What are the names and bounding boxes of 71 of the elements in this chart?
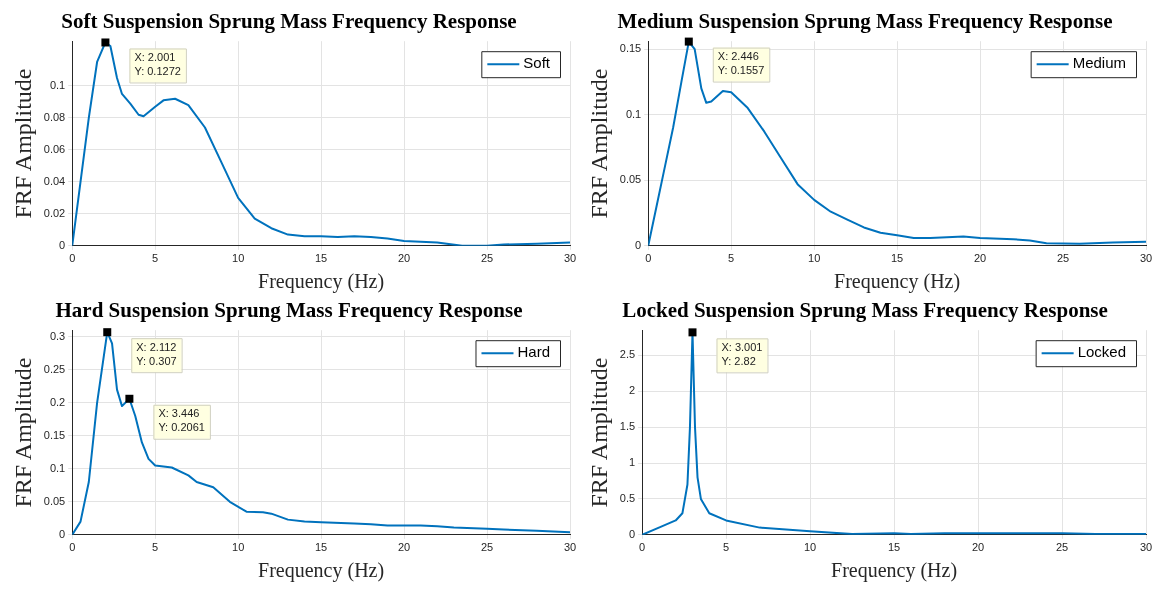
y-tick-label: 2.5 <box>619 348 636 361</box>
y-tick-label: 0.15 <box>43 428 66 441</box>
y-axis-title: FRF Amplitude <box>9 357 36 508</box>
x-tick-label: 25 <box>1055 541 1069 554</box>
y-tick-label: 2 <box>628 384 636 397</box>
y-tick-label: 0 <box>628 527 636 540</box>
x-tick-label: 15 <box>314 541 328 554</box>
y-axis-title: FRF Amplitude <box>585 357 612 508</box>
x-tick-label: 25 <box>1056 252 1070 265</box>
x-tick-label: 30 <box>563 252 577 265</box>
x-tick-label: 30 <box>1139 541 1153 554</box>
x-axis-title: Frequency (Hz) <box>258 559 385 583</box>
y-tick-label: 0.15 <box>619 42 642 55</box>
x-tick-label: 15 <box>314 252 328 265</box>
x-tick-label: 5 <box>152 252 159 265</box>
x-tick-label: 10 <box>803 541 817 554</box>
y-tick-label: 0.2 <box>49 395 66 408</box>
legend-label: Soft <box>523 54 551 72</box>
x-tick-label: 15 <box>887 541 901 554</box>
y-tick-label: 0.06 <box>43 142 66 155</box>
y-tick-label: 0.3 <box>49 329 66 342</box>
x-tick-label: 20 <box>971 541 985 554</box>
y-tick-label: 0.05 <box>619 173 642 186</box>
x-tick-label: 20 <box>397 252 411 265</box>
y-tick-label: 0 <box>59 238 66 251</box>
x-tick-label: 0 <box>69 252 76 265</box>
x-axis-title: Frequency (Hz) <box>831 559 958 583</box>
y-axis-title: FRF Amplitude <box>585 68 612 219</box>
y-tick-label: 0.5 <box>619 491 636 504</box>
annotation: X: 3.446 Y: 0.2061 <box>158 407 205 434</box>
x-tick-label: 5 <box>152 541 159 554</box>
y-tick-label: 0.1 <box>49 78 66 91</box>
annotation: X: 2.446 Y: 0.1557 <box>717 50 765 77</box>
legend-label: Locked <box>1077 343 1127 361</box>
x-tick-label: 0 <box>69 541 76 554</box>
legend-label: Medium <box>1072 54 1127 72</box>
chart-title: Locked Suspension Sprung Mass Frequency Response <box>622 298 1108 323</box>
y-tick-label: 1 <box>628 456 636 469</box>
x-tick-label: 10 <box>232 252 245 265</box>
y-tick-label: 0.1 <box>49 461 66 474</box>
y-axis-title: FRF Amplitude <box>9 68 36 219</box>
x-axis-title: Frequency (Hz) <box>258 270 385 294</box>
chart-title: Hard Suspension Sprung Mass Frequency Response <box>55 298 523 323</box>
legend-label: Hard <box>517 343 550 361</box>
x-tick-label: 25 <box>480 541 494 554</box>
y-tick-label: 0.1 <box>625 107 642 120</box>
x-tick-label: 5 <box>723 541 730 554</box>
x-axis-title: Frequency (Hz) <box>834 270 961 294</box>
y-tick-label: 0 <box>59 527 66 540</box>
chart-title: Soft Suspension Sprung Mass Frequency Response <box>61 9 517 34</box>
annotation: X: 2.001 Y: 0.1272 <box>134 51 181 78</box>
chart-title: Medium Suspension Sprung Mass Frequency Response <box>617 9 1113 34</box>
annotation: X: 2.112 Y: 0.307 <box>136 340 177 367</box>
y-tick-label: 0.08 <box>43 110 66 123</box>
x-tick-label: 0 <box>645 252 652 265</box>
y-tick-label: 0.25 <box>43 362 66 375</box>
annotation: X: 3.001 Y: 2.82 <box>721 340 763 367</box>
y-tick-label: 1.5 <box>619 420 636 433</box>
x-tick-label: 10 <box>808 252 821 265</box>
x-tick-label: 15 <box>890 252 904 265</box>
x-tick-label: 20 <box>973 252 987 265</box>
x-tick-label: 20 <box>397 541 411 554</box>
x-tick-label: 5 <box>728 252 735 265</box>
x-tick-label: 10 <box>232 541 245 554</box>
y-tick-label: 0.04 <box>43 174 66 187</box>
y-tick-label: 0.05 <box>43 494 66 507</box>
x-tick-label: 25 <box>480 252 494 265</box>
x-tick-label: 30 <box>563 541 577 554</box>
x-tick-label: 30 <box>1139 252 1153 265</box>
y-tick-label: 0.02 <box>43 206 66 219</box>
y-tick-label: 0 <box>635 238 642 251</box>
